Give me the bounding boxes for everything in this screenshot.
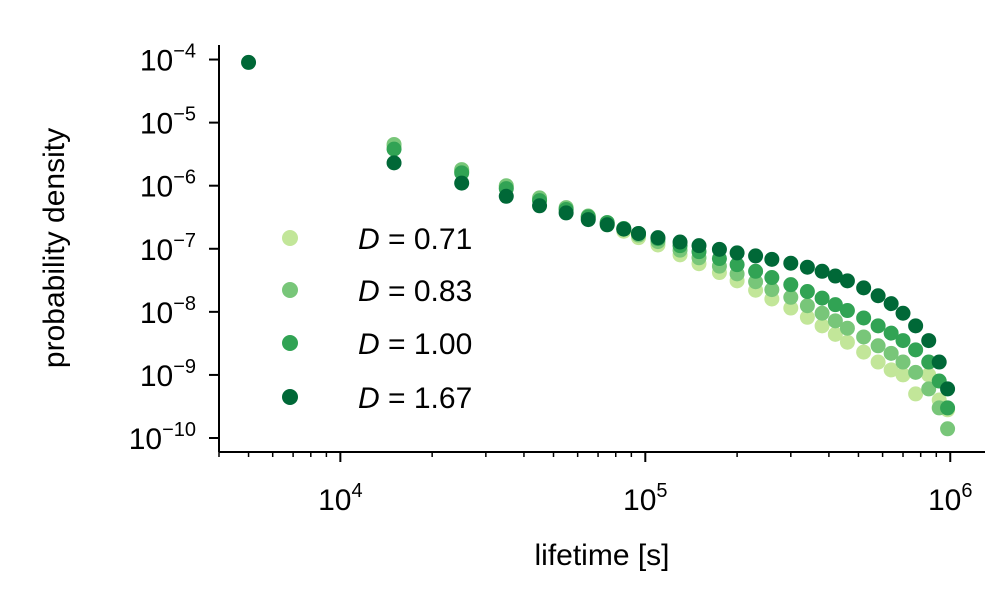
data-point bbox=[908, 386, 924, 402]
data-point bbox=[814, 263, 830, 279]
data-point bbox=[827, 297, 843, 313]
data-point bbox=[764, 251, 780, 267]
legend-marker bbox=[282, 230, 298, 246]
data-point bbox=[870, 288, 886, 304]
data-point bbox=[883, 345, 899, 361]
data-point bbox=[241, 54, 257, 70]
data-point bbox=[783, 289, 799, 305]
data-point bbox=[883, 325, 899, 341]
data-point bbox=[940, 381, 956, 397]
data-point bbox=[691, 238, 707, 254]
legend: D = 0.71 D = 0.83 D = 1.00 D = 1.67 bbox=[282, 223, 472, 415]
y-tick-label: 10−5 bbox=[140, 104, 196, 141]
data-point bbox=[454, 175, 470, 191]
data-point bbox=[558, 205, 574, 221]
data-point bbox=[895, 354, 911, 370]
axes-layer bbox=[218, 45, 985, 453]
legend-marker bbox=[282, 389, 298, 405]
data-point bbox=[856, 280, 872, 296]
y-tick-label: 10−10 bbox=[129, 419, 196, 456]
legend-label: D = 1.00 bbox=[358, 328, 472, 361]
legend-label: D = 0.83 bbox=[358, 275, 472, 308]
data-point bbox=[895, 333, 911, 349]
data-point bbox=[580, 212, 596, 228]
data-point bbox=[827, 313, 843, 329]
data-point bbox=[883, 362, 899, 378]
data-point bbox=[908, 318, 924, 334]
data-point bbox=[814, 290, 830, 306]
data-point bbox=[921, 354, 937, 370]
data-point bbox=[839, 273, 855, 289]
data-point bbox=[616, 221, 632, 237]
x-tick-label: 105 bbox=[623, 480, 668, 517]
data-point bbox=[764, 282, 780, 298]
data-point bbox=[748, 248, 764, 264]
data-point bbox=[908, 342, 924, 358]
data-point bbox=[814, 318, 830, 334]
data-point bbox=[711, 241, 727, 257]
data-point bbox=[908, 364, 924, 380]
data-point bbox=[895, 367, 911, 383]
data-point bbox=[599, 217, 615, 233]
data-point bbox=[931, 354, 947, 370]
data-point bbox=[783, 300, 799, 316]
data-point bbox=[940, 400, 956, 416]
data-point bbox=[870, 318, 886, 334]
y-tick-label: 10−8 bbox=[140, 293, 196, 330]
legend-label: D = 0.71 bbox=[358, 223, 472, 256]
data-point bbox=[895, 305, 911, 321]
data-point bbox=[856, 310, 872, 326]
data-point bbox=[856, 329, 872, 345]
legend-marker bbox=[282, 282, 298, 298]
data-point bbox=[498, 188, 514, 204]
data-point bbox=[839, 334, 855, 350]
data-point bbox=[386, 155, 402, 171]
data-point bbox=[799, 259, 815, 275]
data-point bbox=[748, 274, 764, 290]
data-point bbox=[870, 354, 886, 370]
data-point bbox=[783, 255, 799, 271]
data-point bbox=[827, 268, 843, 284]
data-point bbox=[783, 277, 799, 293]
data-point bbox=[672, 234, 688, 250]
data-point bbox=[764, 270, 780, 286]
y-tick-label: 10−4 bbox=[140, 41, 196, 78]
y-tick-label: 10−7 bbox=[140, 230, 196, 267]
x-tick-label: 104 bbox=[318, 480, 363, 517]
data-point bbox=[799, 309, 815, 325]
data-point bbox=[729, 257, 745, 273]
points-layer bbox=[241, 54, 956, 437]
data-point bbox=[799, 298, 815, 314]
data-point bbox=[856, 344, 872, 360]
data-point bbox=[883, 296, 899, 312]
data-point bbox=[631, 225, 647, 241]
y-axis-label: probability density bbox=[38, 128, 71, 368]
data-point bbox=[839, 320, 855, 336]
data-point bbox=[729, 245, 745, 261]
data-point bbox=[839, 303, 855, 319]
data-point bbox=[650, 230, 666, 246]
data-point bbox=[532, 198, 548, 214]
data-point bbox=[799, 284, 815, 300]
data-point bbox=[870, 338, 886, 354]
data-point bbox=[940, 421, 956, 437]
legend-label: D = 1.67 bbox=[358, 382, 472, 415]
data-point bbox=[386, 141, 402, 157]
data-point bbox=[921, 333, 937, 349]
y-tick-label: 10−6 bbox=[140, 167, 196, 204]
y-tick-label: 10−9 bbox=[140, 356, 196, 393]
data-point bbox=[814, 305, 830, 321]
data-point bbox=[827, 326, 843, 342]
ticks-layer: 104 105 106 10−4 10−5 10−6 10−7 10−8 10−9 10−10 bbox=[129, 41, 973, 517]
x-tick-label: 106 bbox=[928, 480, 973, 517]
legend-marker bbox=[282, 335, 298, 351]
data-point bbox=[748, 263, 764, 279]
x-axis-label: lifetime [s] bbox=[534, 539, 669, 572]
data-point bbox=[454, 165, 470, 181]
data-point bbox=[921, 381, 937, 397]
